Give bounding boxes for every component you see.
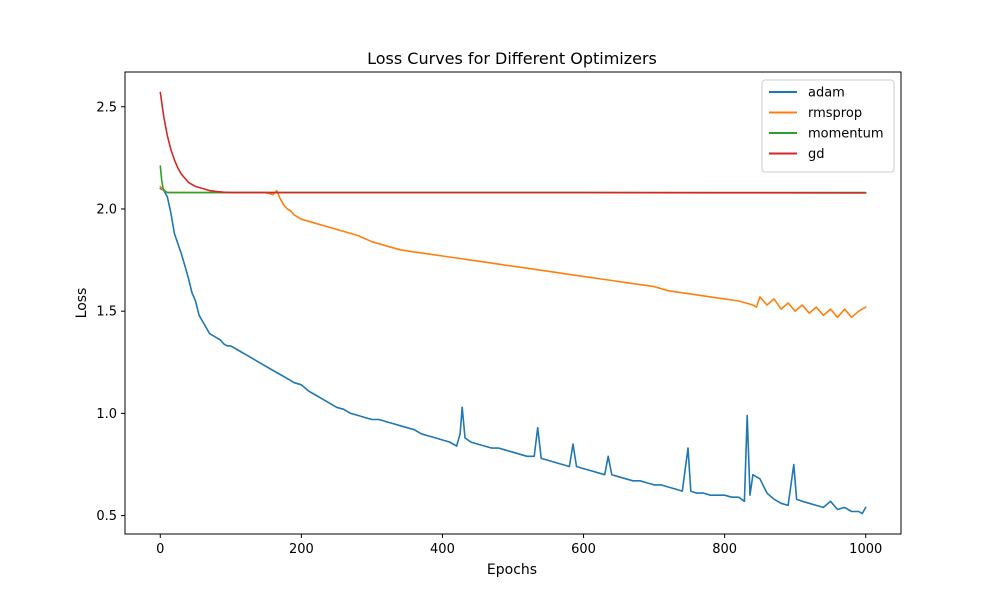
axes-layer: 0 200 400 600 800 1000 0.5 1.0 1.5 2.0 2.5	[96, 71, 902, 557]
y-tick-label: 2.0	[96, 202, 117, 217]
x-tick-label: 600	[571, 542, 596, 557]
x-tick-label: 200	[289, 542, 314, 557]
plot-frame	[124, 71, 902, 535]
x-tick-label: 800	[712, 542, 737, 557]
series-line-momentum	[159, 165, 867, 194]
series-layer	[159, 91, 867, 515]
series-line-gd	[159, 91, 867, 194]
series-line-rmsprop	[159, 185, 867, 319]
legend-label-adam: adam	[808, 86, 845, 101]
y-tick-label: 1.0	[96, 407, 117, 422]
legend-label-rmsprop: rmsprop	[808, 106, 862, 121]
legend-label-momentum: momentum	[808, 127, 884, 142]
y-tick-label: 0.5	[96, 509, 117, 524]
x-tick-label: 1000	[849, 542, 882, 557]
series-line-adam	[159, 187, 867, 515]
x-axis-label: Epochs	[487, 562, 537, 578]
x-tick-label: 400	[430, 542, 455, 557]
y-axis-label: Loss	[74, 288, 90, 319]
y-tick-label: 1.5	[96, 305, 117, 320]
legend-box	[761, 79, 895, 173]
x-tick-label: 0	[156, 542, 164, 557]
y-tick-label: 2.5	[96, 100, 117, 115]
legend-label-gd: gd	[808, 147, 825, 162]
legend: adam rmsprop momentum gd	[761, 79, 895, 173]
chart-title: Loss Curves for Different Optimizers	[367, 49, 657, 68]
